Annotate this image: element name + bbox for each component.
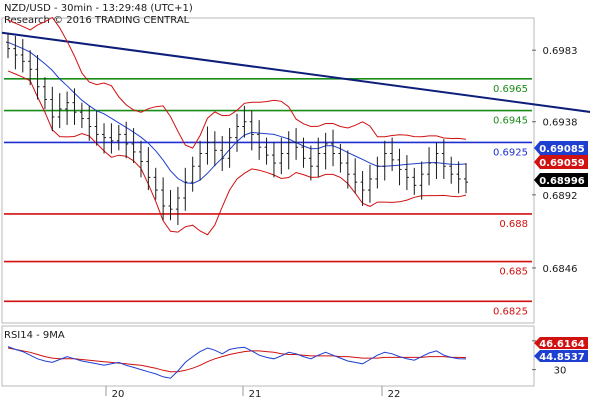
chart-header-title: NZD/USD - 30min - 13:29:48 (UTC+1) — [4, 3, 193, 14]
y-tick-label-0.6938: 0.6938 — [543, 118, 578, 129]
rsi-value-tag-46.6164: 46.6164 — [539, 339, 585, 350]
rsi-value-tag-bg-44.8537 — [534, 350, 588, 362]
value-tag-bg-0.69059 — [534, 155, 588, 169]
value-tag-0.69059: 0.69059 — [539, 158, 585, 169]
y-tick-label-0.6892: 0.6892 — [543, 191, 578, 202]
value-tag-bg-0.69085 — [534, 141, 588, 155]
level-label-0.688: 0.688 — [499, 219, 528, 230]
level-label-0.685: 0.685 — [499, 267, 528, 278]
rsi-line — [7, 346, 467, 379]
y-tick-label-0.6846: 0.6846 — [543, 264, 578, 275]
value-tag-0.68996: 0.68996 — [539, 176, 585, 187]
rsi-tick-label-30: 30 — [554, 366, 567, 377]
value-tag-0.69085: 0.69085 — [539, 144, 585, 155]
rsi-ma-line — [7, 347, 467, 373]
bollinger-upper-line — [7, 16, 467, 149]
level-label-0.6825: 0.6825 — [493, 306, 528, 317]
price-panel-frame — [1, 17, 535, 324]
level-label-0.6925: 0.6925 — [493, 147, 528, 158]
descending-trendline — [1, 31, 590, 113]
value-tag-bg-0.68996 — [534, 173, 588, 187]
y-tick-label-0.6983: 0.6983 — [543, 46, 578, 57]
bollinger-lower-line — [7, 70, 467, 236]
rsi-value-tag-44.8537: 44.8537 — [539, 352, 585, 363]
level-label-0.6945: 0.6945 — [493, 116, 528, 127]
rsi-value-tag-bg-46.6164 — [534, 337, 588, 349]
x-label-22: 22 — [388, 389, 401, 400]
x-label-21: 21 — [249, 389, 262, 400]
x-label-20: 20 — [112, 389, 125, 400]
level-label-0.6965: 0.6965 — [493, 84, 528, 95]
chart-header-copyright: Research © 2016 TRADING CENTRAL — [4, 15, 190, 26]
rsi-panel-frame — [1, 325, 535, 387]
rsi-panel-title: RSI14 - 9MA — [4, 330, 65, 341]
